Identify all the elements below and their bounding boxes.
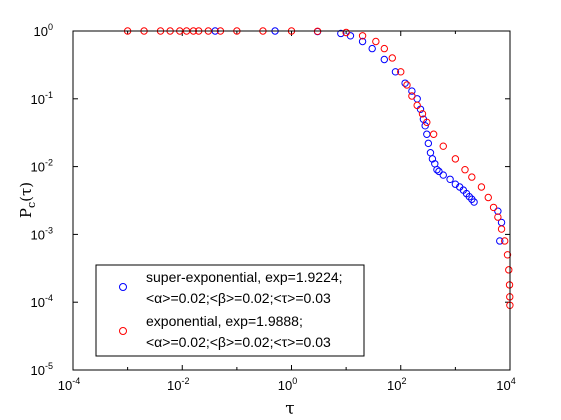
y-tick-base: 10 xyxy=(31,160,45,175)
x-tick-label: 100 xyxy=(278,376,297,393)
y-tick-label: 100 xyxy=(34,22,53,39)
legend-box xyxy=(95,264,365,357)
x-tick-exponent: -4 xyxy=(72,376,80,386)
data-point xyxy=(494,213,502,221)
data-point xyxy=(439,171,447,179)
x-tick-base: 10 xyxy=(167,378,181,393)
data-point xyxy=(489,203,498,212)
y-tick-label: 10-3 xyxy=(31,225,53,242)
y-tick-label: 10-1 xyxy=(31,90,53,107)
data-point xyxy=(408,87,416,95)
data-point xyxy=(403,81,411,89)
legend-label-super-exponential-line1: super-exponential, exp=1.9224; xyxy=(146,269,343,285)
y-tick-exponent: -2 xyxy=(45,158,53,168)
data-point xyxy=(358,32,367,40)
x-tick-label: 10-2 xyxy=(167,376,189,393)
y-axis-label-arg: (τ) xyxy=(17,182,35,202)
data-point xyxy=(435,167,443,176)
y-axis-label-sub: c xyxy=(25,202,38,208)
data-point xyxy=(433,166,441,174)
data-point xyxy=(429,130,438,138)
legend-label-exponential-line1: exponential, exp=1.9888; xyxy=(146,313,303,329)
y-axis-label-text: Pc(τ) xyxy=(17,182,38,218)
y-tick-exponent: -1 xyxy=(45,90,53,100)
legend-marker-exponential xyxy=(119,327,127,335)
x-tick-exponent: 4 xyxy=(511,376,516,386)
data-point xyxy=(342,28,350,37)
y-tick-exponent: -5 xyxy=(45,361,53,371)
data-point xyxy=(388,54,396,62)
data-point xyxy=(461,166,469,174)
data-point xyxy=(397,68,405,76)
legend-marker-super-exponential xyxy=(119,283,127,291)
data-point xyxy=(368,44,376,53)
data-point xyxy=(372,37,380,46)
data-point xyxy=(470,198,478,206)
y-tick-base: 10 xyxy=(34,24,48,39)
x-axis-label: τ xyxy=(285,399,294,419)
legend-label-super-exponential-line2: <α>=0.02;<β>=0.02;<τ>=0.03 xyxy=(146,290,331,306)
data-point xyxy=(501,237,509,245)
data-point xyxy=(413,101,421,110)
x-tick-labels: 10-4 10-2 100 102 104 xyxy=(58,376,516,393)
y-tick-base: 10 xyxy=(31,92,45,107)
y-tick-base: 10 xyxy=(31,363,45,378)
data-point xyxy=(503,251,512,259)
data-point xyxy=(418,110,427,118)
data-point xyxy=(358,37,367,46)
x-tick-exponent: -2 xyxy=(181,376,189,386)
data-point xyxy=(423,118,431,127)
y-tick-base: 10 xyxy=(31,227,45,242)
plot-frame xyxy=(72,30,511,371)
y-axis-label-main: P xyxy=(17,208,35,218)
data-point xyxy=(505,266,513,274)
legend-label-exponential-line2: <α>=0.02;<β>=0.02;<τ>=0.03 xyxy=(146,334,331,350)
data-point xyxy=(477,183,486,191)
y-tick-exponent: -3 xyxy=(45,225,53,235)
data-point xyxy=(465,192,474,201)
x-tick-base: 10 xyxy=(387,378,401,393)
y-tick-label: 10-4 xyxy=(31,293,53,310)
y-tick-label: 10-2 xyxy=(31,158,53,175)
data-point xyxy=(496,237,504,245)
data-point xyxy=(446,175,454,183)
data-point xyxy=(401,79,409,87)
data-point xyxy=(451,155,460,163)
x-tick-exponent: 2 xyxy=(401,376,406,386)
x-tick-base: 10 xyxy=(496,378,510,393)
y-tick-exponent: 0 xyxy=(48,22,53,32)
data-point xyxy=(421,122,429,130)
data-point xyxy=(380,44,389,53)
data-point xyxy=(468,173,476,181)
x-tick-base: 10 xyxy=(278,378,292,393)
y-tick-base: 10 xyxy=(31,295,45,310)
y-tick-exponent: -4 xyxy=(45,293,53,303)
x-tick-label: 104 xyxy=(496,376,515,393)
data-point xyxy=(484,193,492,202)
data-point xyxy=(380,55,389,64)
x-tick-exponent: 0 xyxy=(292,376,297,386)
data-point xyxy=(408,92,416,100)
legend: super-exponential, exp=1.9224; <α>=0.02;… xyxy=(95,264,365,357)
data-point xyxy=(439,142,447,150)
data-point xyxy=(337,29,345,38)
x-tick-base: 10 xyxy=(58,378,72,393)
y-axis-label: Pc(τ) xyxy=(17,182,38,218)
x-tick-label: 10-4 xyxy=(58,376,80,393)
x-tick-label: 102 xyxy=(387,376,406,393)
data-point xyxy=(424,139,433,148)
data-point xyxy=(391,68,400,76)
y-tick-label: 10-5 xyxy=(31,361,53,378)
data-point xyxy=(497,225,506,233)
